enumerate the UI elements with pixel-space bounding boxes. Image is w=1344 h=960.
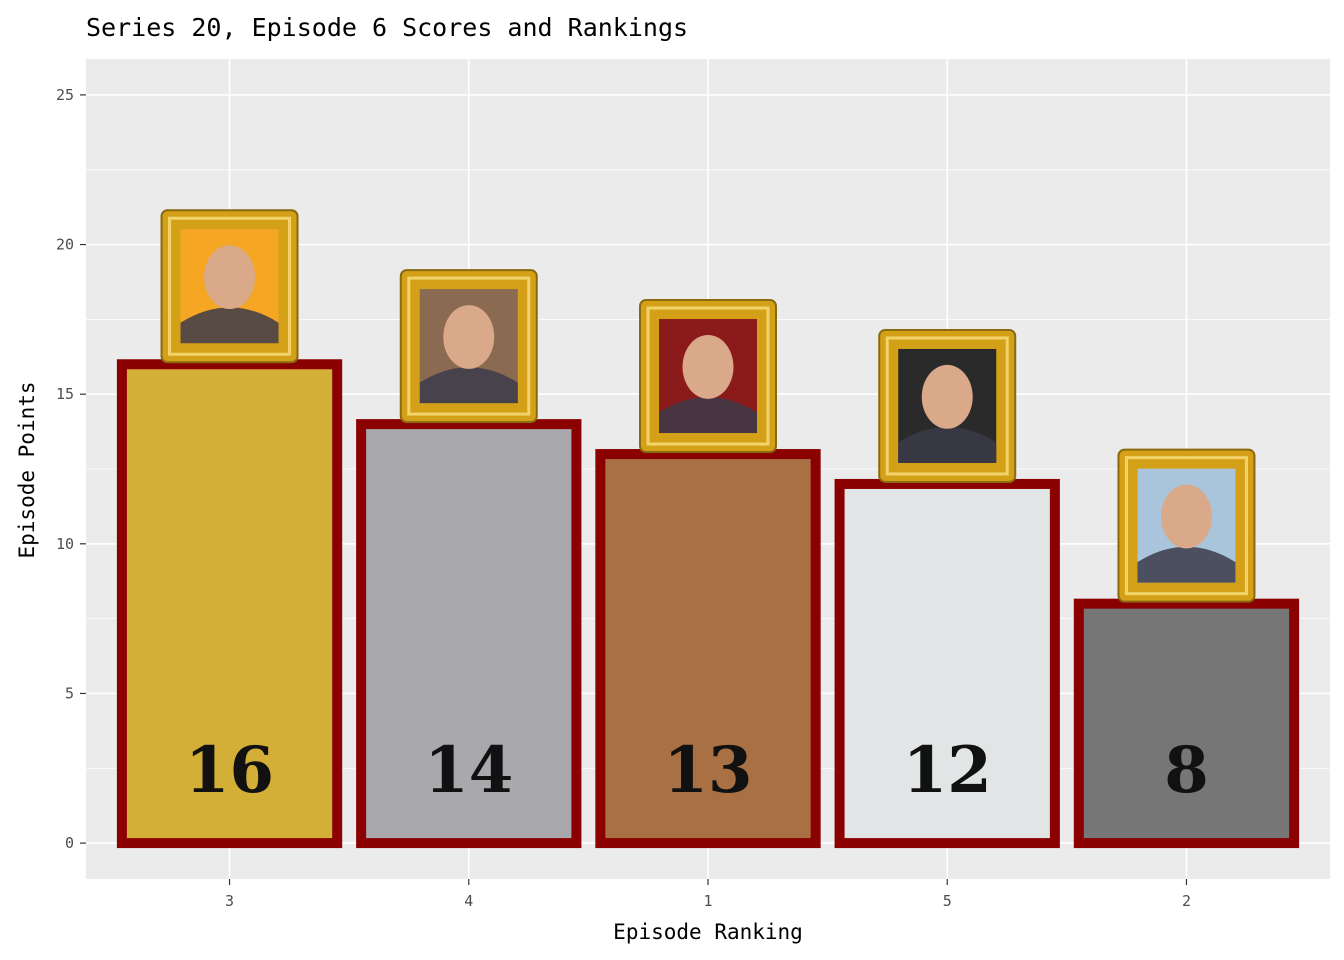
y-tick-label: 5 — [65, 684, 74, 702]
portrait-face — [682, 334, 734, 399]
portrait-frame — [878, 328, 1017, 483]
portrait-frames — [160, 209, 1256, 603]
x-tick-label: 2 — [1182, 892, 1191, 910]
x-tick-label: 1 — [703, 892, 712, 910]
bar-value-label: 14 — [424, 733, 513, 808]
gold-frame-inner — [407, 276, 531, 416]
chart-title: Series 20, Episode 6 Scores and Rankings — [86, 13, 688, 42]
portrait-frame — [639, 299, 777, 454]
y-tick-label: 20 — [56, 236, 74, 254]
portrait-shoulders — [1137, 546, 1236, 583]
portrait-shoulders — [419, 367, 518, 404]
bar — [595, 449, 821, 849]
portrait-face — [443, 305, 495, 369]
bar-value-label: 8 — [1164, 733, 1209, 808]
bar — [356, 419, 582, 849]
portrait-face — [204, 245, 256, 310]
y-tick-label: 15 — [56, 385, 74, 403]
x-tick-label: 5 — [943, 892, 952, 910]
bar — [116, 359, 343, 849]
value-labels: 16 14 13 12 8 — [185, 733, 1209, 808]
portrait-frame — [399, 269, 538, 424]
x-tick-label: 4 — [464, 892, 473, 910]
bar — [834, 478, 1060, 849]
portrait-shoulders — [898, 427, 997, 463]
gold-frame-inner — [1124, 456, 1248, 596]
portrait-shoulders — [659, 397, 757, 434]
bar-value-label: 12 — [903, 733, 992, 808]
portrait-shoulders — [180, 307, 279, 344]
y-tick-label: 25 — [56, 86, 74, 104]
portrait-face — [1160, 484, 1212, 549]
bar-value-label: 16 — [185, 733, 274, 808]
portrait-frame — [1117, 448, 1256, 603]
y-axis: 0 5 10 15 20 25 — [56, 86, 86, 852]
gold-frame-inner — [646, 306, 770, 446]
gold-frame-inner — [885, 336, 1009, 476]
bar — [1073, 598, 1300, 849]
x-axis: 3 4 1 5 2 — [225, 879, 1191, 910]
y-tick-label: 0 — [65, 834, 74, 852]
x-tick-label: 3 — [225, 892, 234, 910]
bar-value-label: 13 — [663, 733, 752, 808]
x-axis-title: Episode Ranking — [613, 920, 803, 944]
portrait-face — [921, 364, 973, 429]
portrait-frame — [160, 209, 299, 364]
bars — [116, 359, 1300, 849]
y-tick-label: 10 — [56, 535, 74, 553]
y-axis-title: Episode Points — [15, 381, 39, 558]
gold-frame-inner — [168, 216, 292, 356]
